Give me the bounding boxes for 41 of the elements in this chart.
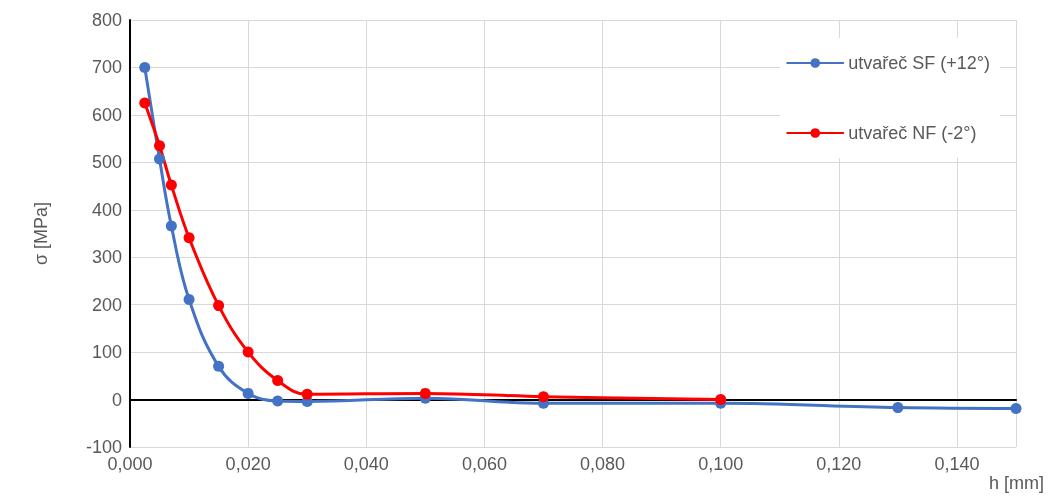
- legend-label: utvařeč NF (-2°): [848, 123, 977, 143]
- y-tick-label: -100: [85, 437, 122, 457]
- point: [892, 402, 904, 414]
- point: [139, 61, 151, 73]
- point: [272, 375, 284, 387]
- point: [419, 387, 431, 399]
- y-axis-title: σ [MPa]: [31, 201, 51, 266]
- y-tick-label: 100: [91, 342, 122, 363]
- point: [154, 153, 166, 165]
- y-tick-label: 300: [91, 247, 122, 268]
- y-tick-label: 200: [91, 294, 122, 315]
- y-tick-label: 400: [91, 199, 122, 220]
- point: [165, 179, 177, 191]
- point: [154, 140, 166, 152]
- point: [301, 388, 313, 400]
- y-tick-label: 0: [111, 389, 122, 410]
- x-tick-label: 0,040: [343, 454, 389, 474]
- point: [213, 360, 225, 372]
- y-tick-label: 800: [91, 10, 122, 30]
- point: [1010, 403, 1022, 415]
- x-tick-label: 0,140: [934, 454, 980, 474]
- point: [183, 293, 195, 305]
- point: [242, 346, 254, 358]
- x-axis-title: h [mm]: [989, 473, 1045, 493]
- x-tick-label: 0,080: [580, 454, 626, 474]
- x-tick-label: 0,020: [225, 454, 271, 474]
- point: [537, 391, 549, 403]
- point: [213, 300, 225, 312]
- y-tick-label: 500: [91, 152, 122, 173]
- point: [165, 220, 177, 232]
- point: [139, 97, 151, 109]
- point: [272, 395, 284, 407]
- legend-label: utvařeč SF (+12°): [848, 53, 990, 73]
- x-tick-label: 0,000: [107, 454, 153, 474]
- x-tick-label: 0,060: [461, 454, 507, 474]
- x-tick-label: 0,120: [816, 454, 862, 474]
- y-tick-label: 600: [91, 104, 122, 125]
- point: [183, 232, 195, 244]
- point: [242, 387, 254, 399]
- y-tick-label: 700: [91, 57, 122, 78]
- x-tick-label: 0,100: [698, 454, 744, 474]
